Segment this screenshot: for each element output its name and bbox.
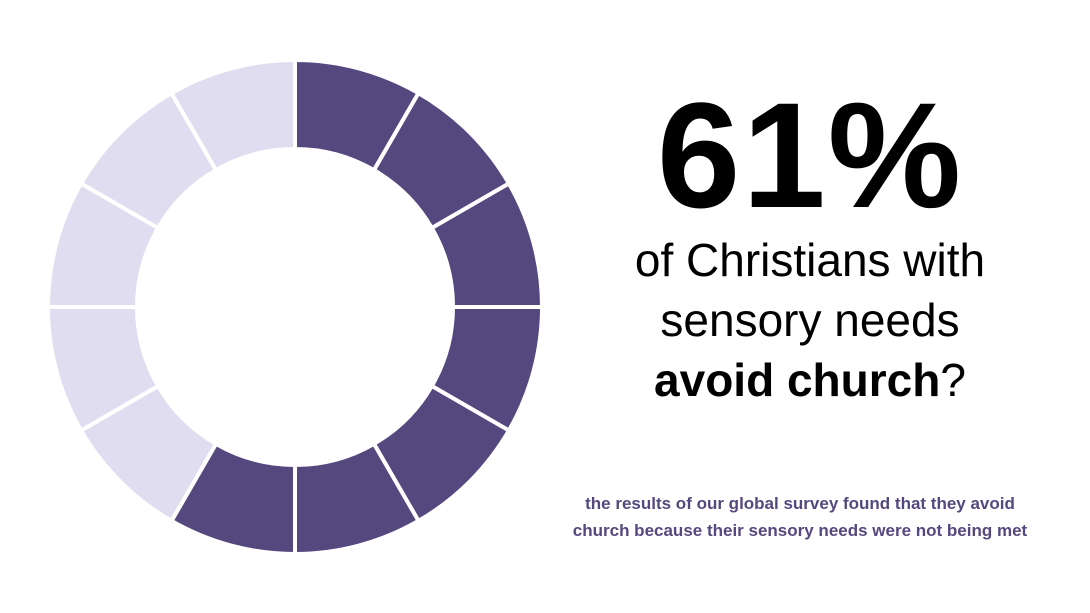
- headline-question-mark: ?: [940, 354, 966, 406]
- footnote-line-2: church because their sensory needs were …: [572, 521, 1028, 540]
- headline-emphasis: avoid church: [654, 354, 941, 406]
- headline-stat: 61% of Christians with sensory needs avo…: [590, 80, 1030, 410]
- headline-line-1: of Christians with: [634, 234, 986, 286]
- headline-percentage: 61%: [656, 71, 964, 239]
- donut-segment-remaining: [168, 57, 297, 173]
- donut-chart: [45, 57, 545, 557]
- footnote-line-1: the results of our global survey found t…: [585, 494, 1015, 513]
- survey-footnote: the results of our global survey found t…: [540, 490, 1060, 544]
- headline-line-3: avoid church?: [590, 350, 1030, 410]
- headline-line-2: sensory needs: [660, 294, 960, 346]
